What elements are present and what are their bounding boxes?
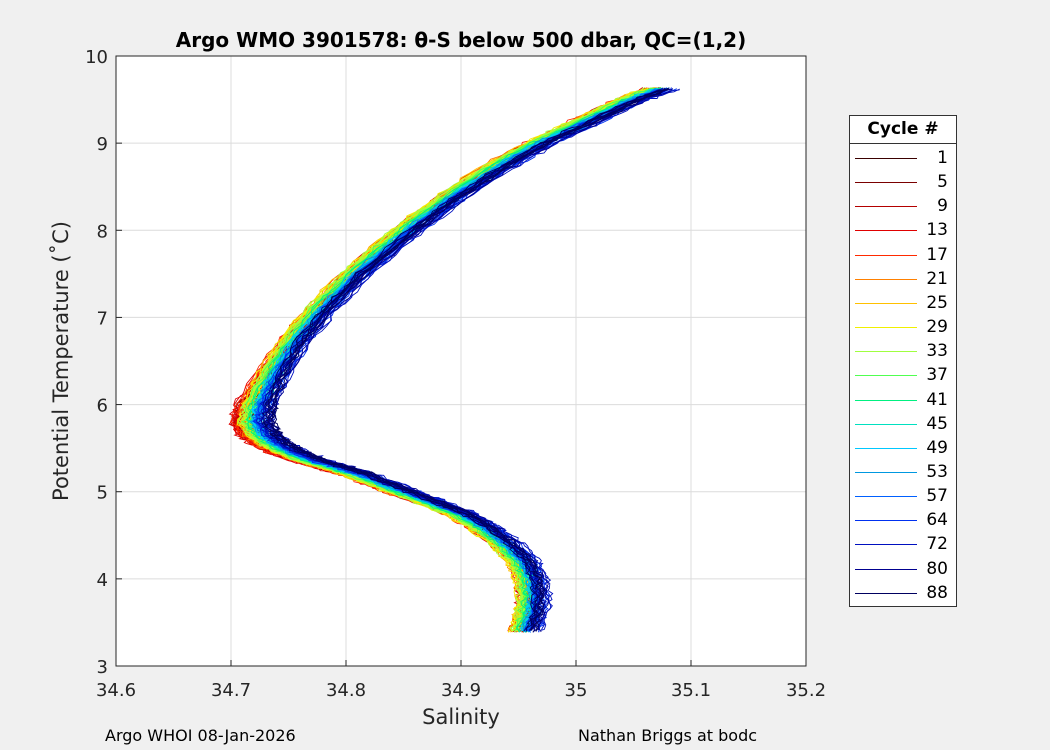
profile-line-cycle-80	[265, 88, 668, 631]
legend-entry: 21	[850, 268, 956, 292]
profile-line-cycle-33	[240, 89, 650, 632]
legend-swatch	[855, 254, 917, 256]
legend-swatch	[855, 496, 917, 498]
y-tick-label: 4	[97, 570, 108, 591]
legend-entry: 29	[850, 316, 956, 340]
legend-entry: 88	[850, 582, 956, 606]
legend-label: 29	[926, 317, 948, 338]
legend-entry: 64	[850, 509, 956, 533]
legend-swatch	[855, 568, 917, 570]
legend-entry: 57	[850, 485, 956, 509]
legend-label: 49	[926, 437, 948, 458]
x-tick-label: 34.6	[96, 680, 136, 701]
legend-swatch	[855, 423, 917, 425]
x-tick-label: 35	[565, 680, 588, 701]
legend-entry: 72	[850, 533, 956, 557]
x-tick-label: 35.1	[671, 680, 711, 701]
legend-entry: 49	[850, 437, 956, 461]
profile-line-cycle-53	[249, 87, 657, 631]
legend-swatch	[855, 520, 917, 522]
profile-line-cycle-41	[245, 88, 656, 631]
legend-entry: 25	[850, 292, 956, 316]
legend-label: 5	[937, 172, 948, 193]
legend-label: 57	[926, 486, 948, 507]
legend-entry: 13	[850, 219, 956, 243]
footer-author: Nathan Briggs at bodc	[578, 726, 758, 745]
legend-label: 64	[926, 510, 948, 531]
y-tick-label: 6	[97, 396, 108, 417]
y-tick-label: 7	[97, 308, 108, 329]
x-tick-label: 34.9	[441, 680, 481, 701]
legend-entry: 5	[850, 171, 956, 195]
legend-label: 53	[926, 461, 948, 482]
legend-entry: 53	[850, 461, 956, 485]
legend-label: 13	[926, 220, 948, 241]
legend-label: 25	[926, 292, 948, 313]
profile-line-cycle-33	[237, 87, 646, 631]
legend-swatch	[855, 471, 917, 473]
legend-entry: 45	[850, 413, 956, 437]
legend-swatch	[855, 592, 917, 594]
legend-swatch	[855, 158, 917, 159]
legend-entry: 80	[850, 558, 956, 582]
legend-swatch	[855, 327, 917, 329]
legend-swatch	[855, 351, 917, 353]
legend-swatch	[855, 447, 917, 449]
y-tick-label: 3	[97, 657, 108, 678]
y-axis-label: Potential Temperature (˚C)	[49, 221, 73, 501]
legend-entry: 1	[850, 147, 956, 171]
legend-label: 80	[926, 558, 948, 579]
x-tick-label: 34.8	[326, 680, 366, 701]
legend-swatch	[855, 278, 917, 280]
x-tick-label: 35.2	[786, 680, 826, 701]
profile-line-cycle-88	[267, 89, 668, 631]
y-tick-label: 8	[97, 221, 108, 242]
legend-entry: 33	[850, 340, 956, 364]
legend-label: 1	[937, 148, 948, 168]
legend-swatch	[855, 206, 917, 208]
legend-swatch	[855, 375, 917, 377]
axis-ticks: 34.6 34.7 34.8 34.9 35 35.1 35.2 3 4 5 6 7 8 9 10	[85, 47, 826, 701]
legend-label: 33	[926, 341, 948, 362]
x-axis-label: Salinity	[422, 705, 500, 729]
legend: Cycle # 1 5 9 13 17 21 25 29 33 37 41 45 49 53 57 64 72 8…	[849, 115, 957, 607]
legend-entry: 9	[850, 195, 956, 219]
legend-entry: 37	[850, 364, 956, 388]
profile-line-cycle-88	[267, 88, 669, 631]
legend-label: 21	[926, 268, 948, 289]
footer-source: Argo WHOI 08-Jan-2026	[105, 726, 296, 745]
legend-label: 88	[926, 582, 948, 603]
y-tick-label: 10	[85, 47, 108, 68]
profile-lines	[228, 86, 680, 633]
legend-swatch	[855, 399, 917, 401]
legend-swatch	[855, 302, 917, 304]
y-tick-label: 5	[97, 483, 108, 504]
y-tick-label: 9	[97, 134, 108, 155]
x-tick-label: 34.7	[211, 680, 251, 701]
legend-label: 45	[926, 413, 948, 434]
legend-swatch	[855, 182, 917, 184]
legend-label: 41	[926, 389, 948, 410]
legend-swatch	[855, 230, 917, 232]
legend-label: 72	[926, 534, 948, 555]
legend-title: Cycle #	[850, 116, 956, 144]
chart-title: Argo WMO 3901578: θ-S below 500 dbar, QC…	[176, 28, 746, 52]
profile-line-cycle-37	[240, 87, 654, 631]
legend-label: 37	[926, 365, 948, 386]
legend-label: 9	[937, 196, 948, 217]
legend-swatch	[855, 544, 917, 546]
legend-entry: 41	[850, 389, 956, 413]
legend-entry: 17	[850, 244, 956, 268]
legend-label: 17	[926, 244, 948, 265]
